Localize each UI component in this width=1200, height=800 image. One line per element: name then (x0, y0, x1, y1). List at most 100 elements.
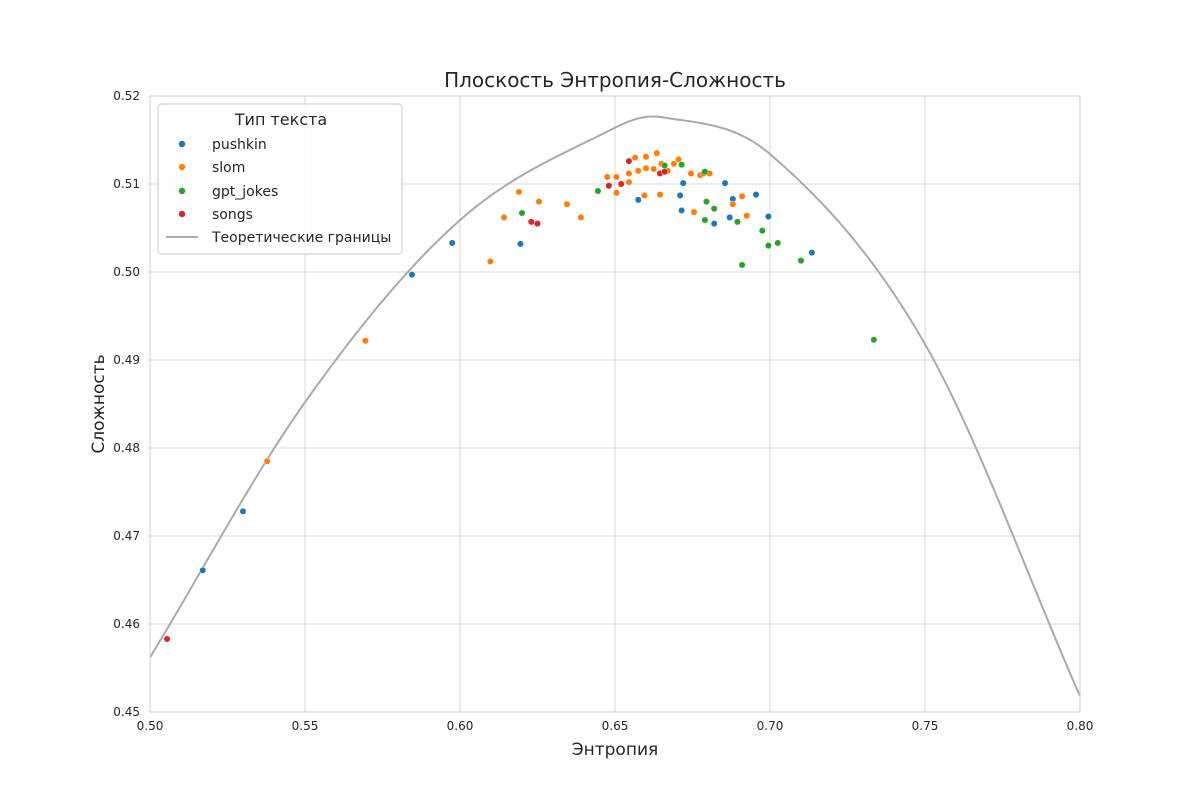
data-point-slom (653, 149, 661, 157)
data-point-songs (527, 218, 535, 226)
series-songs (163, 157, 668, 643)
data-point-songs (625, 157, 633, 165)
data-point-slom (362, 337, 369, 345)
data-point-pushkin (634, 196, 642, 204)
y-tick-label: 0.50 (113, 265, 140, 279)
legend-label-slom: slom (212, 160, 245, 176)
data-point-gpt-jokes (758, 227, 766, 235)
data-point-gpt-jokes (703, 198, 710, 206)
data-point-gpt-jokes (734, 218, 741, 226)
data-point-slom (642, 164, 650, 172)
data-point-slom (263, 457, 271, 465)
series-gpt-jokes (518, 161, 878, 344)
tick-labels: 0.50 0.55 0.60 0.65 0.70 0.75 0.80 0.45 0.46 0.47… (113, 89, 1093, 733)
legend-label-songs: songs (212, 207, 253, 223)
data-point-slom (634, 167, 642, 175)
data-point-pushkin (710, 220, 718, 228)
y-tick-label: 0.48 (113, 441, 140, 455)
legend-marker-songs (178, 210, 186, 218)
x-tick-label: 0.65 (602, 719, 629, 733)
data-point-songs (534, 220, 541, 228)
legend-label-pushkin: pushkin (212, 137, 267, 153)
data-point-pushkin (721, 179, 729, 187)
data-point-slom (642, 153, 650, 161)
chart-title: Плоскость Энтропия-Сложность (444, 68, 786, 92)
legend-item-slom: slom (178, 160, 245, 176)
data-point-slom (743, 212, 751, 220)
legend: Тип текста pushkin slom gpt_jokes songs … (157, 103, 403, 255)
data-point-pushkin (517, 240, 524, 248)
y-tick-label: 0.49 (113, 353, 140, 367)
data-point-slom (577, 214, 585, 221)
plot-frame (149, 95, 1081, 713)
data-point-pushkin (726, 214, 734, 221)
data-point-songs (605, 182, 613, 190)
points-layer (163, 149, 878, 643)
data-point-slom (625, 170, 633, 177)
data-point-pushkin (676, 192, 684, 199)
data-point-pushkin (752, 191, 760, 198)
data-point-slom (500, 214, 508, 221)
data-point-slom (729, 200, 737, 208)
legend-title: Тип текста (234, 110, 327, 129)
legend-item-pushkin: pushkin (178, 137, 267, 153)
y-tick-label: 0.45 (113, 705, 140, 719)
legend-marker-slom (178, 163, 186, 171)
theoretical-boundary-layer (149, 115, 1081, 697)
theoretical-boundary-line (149, 115, 1081, 697)
x-tick-label: 0.50 (137, 719, 164, 733)
data-point-slom (613, 173, 620, 181)
data-point-slom (687, 170, 695, 177)
data-point-songs (163, 635, 171, 643)
data-point-slom (690, 208, 698, 216)
series-slom (263, 149, 751, 465)
y-tick-label: 0.51 (113, 177, 140, 191)
data-point-gpt-jokes (661, 162, 668, 169)
data-point-gpt-jokes (678, 161, 686, 169)
legend-box (157, 103, 403, 255)
legend-item-songs: songs (178, 207, 253, 223)
x-axis-label: Энтропия (572, 740, 658, 760)
data-point-pushkin (408, 271, 416, 279)
data-point-slom (515, 188, 523, 196)
data-point-songs (661, 168, 668, 176)
legend-label-gpt-jokes: gpt_jokes (212, 184, 278, 200)
x-tick-label: 0.75 (912, 719, 939, 733)
data-point-slom (675, 155, 682, 163)
x-tick-label: 0.80 (1067, 719, 1094, 733)
data-point-pushkin (678, 206, 686, 214)
data-point-gpt-jokes (701, 168, 709, 176)
data-point-slom (625, 178, 633, 186)
data-point-slom (631, 154, 639, 162)
data-point-pushkin (679, 179, 687, 187)
y-tick-label: 0.52 (113, 89, 140, 103)
x-tick-label: 0.70 (757, 719, 784, 733)
legend-marker-gpt-jokes (178, 187, 186, 195)
data-point-gpt-jokes (518, 209, 526, 217)
data-point-slom (603, 173, 611, 181)
data-point-slom (613, 189, 620, 197)
x-tick-label: 0.55 (292, 719, 319, 733)
data-point-slom (656, 191, 664, 198)
data-point-pushkin (765, 213, 772, 220)
data-point-gpt-jokes (765, 242, 772, 250)
data-point-gpt-jokes (870, 336, 878, 344)
legend-item-gpt-jokes: gpt_jokes (178, 184, 278, 200)
data-point-slom (738, 192, 746, 200)
data-point-slom (641, 192, 648, 199)
series-pushkin (199, 179, 816, 574)
data-point-gpt-jokes (710, 205, 718, 213)
legend-item-boundary: Теоретические границы (166, 230, 391, 246)
data-point-slom (535, 198, 543, 206)
data-point-gpt-jokes (738, 261, 746, 269)
data-point-pushkin (239, 507, 247, 515)
data-point-gpt-jokes (774, 239, 782, 247)
data-point-gpt-jokes (797, 257, 805, 264)
data-point-slom (670, 160, 678, 168)
y-axis-label: Сложность (89, 354, 109, 453)
data-point-pushkin (808, 249, 816, 257)
y-tick-label: 0.46 (113, 617, 140, 631)
data-point-gpt-jokes (594, 187, 602, 195)
